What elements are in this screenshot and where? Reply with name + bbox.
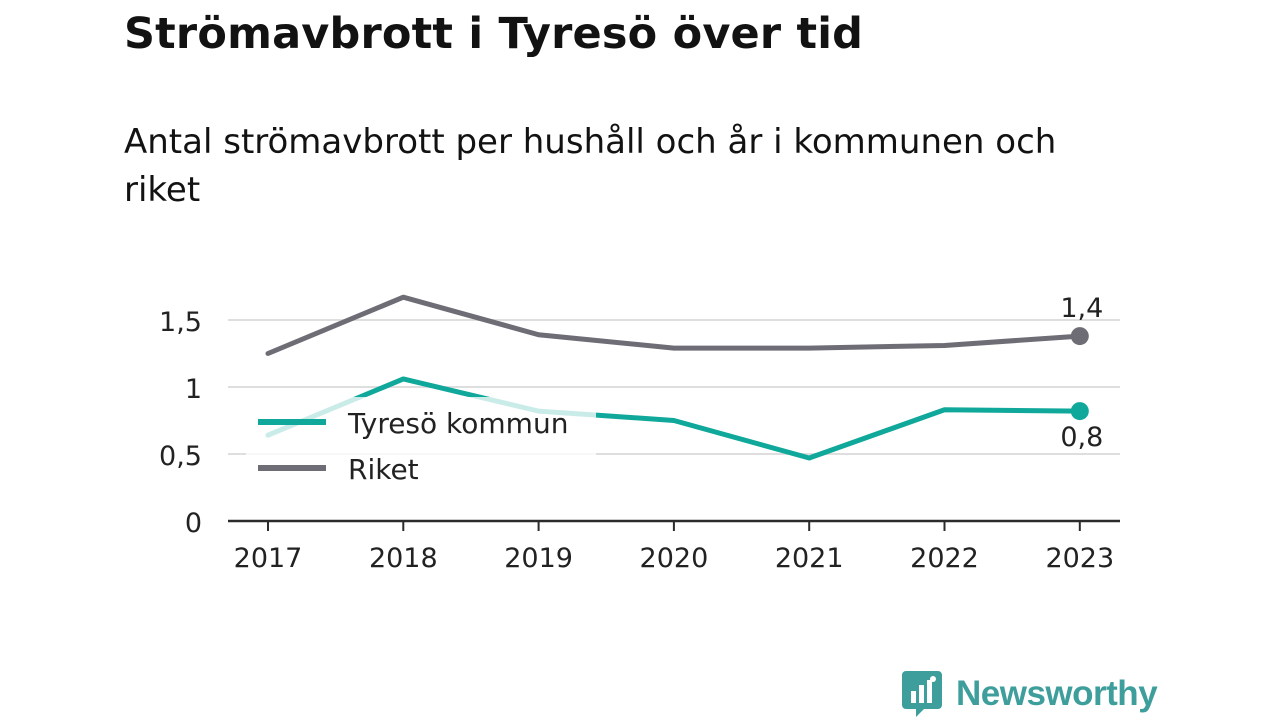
newsworthy-logo-icon — [902, 671, 942, 717]
y-tick-label: 1 — [185, 374, 202, 405]
brand-name: Newsworthy — [956, 674, 1158, 713]
legend-label: Riket — [348, 453, 419, 486]
end-point-marker — [1070, 327, 1089, 346]
brand-logo: Newsworthy — [902, 670, 1158, 718]
chart-title: Strömavbrott i Tyresö över tid — [124, 9, 864, 59]
end-value-label: 1,4 — [1060, 293, 1103, 324]
chart-subtitle: Antal strömavbrott per hushåll och år i … — [124, 122, 1057, 210]
end-point-marker — [1070, 402, 1089, 421]
series-line-riket — [265, 294, 1083, 356]
x-tick-label: 2023 — [1045, 543, 1114, 574]
x-tick-label: 2019 — [504, 543, 573, 574]
end-value-label: 0,8 — [1060, 422, 1103, 453]
legend-label: Tyresö kommun — [347, 407, 568, 440]
x-tick-label: 2020 — [640, 543, 709, 574]
y-tick-label: 0 — [185, 508, 202, 539]
x-tick-label: 2021 — [775, 543, 844, 574]
x-tick-label: 2017 — [234, 543, 303, 574]
x-tick-label: 2022 — [910, 543, 979, 574]
series-line-tyreso — [265, 376, 1083, 461]
legend-box — [246, 397, 596, 490]
y-tick-label: 1,5 — [159, 307, 202, 338]
y-tick-label: 0,5 — [159, 441, 202, 472]
x-tick-label: 2018 — [369, 543, 438, 574]
